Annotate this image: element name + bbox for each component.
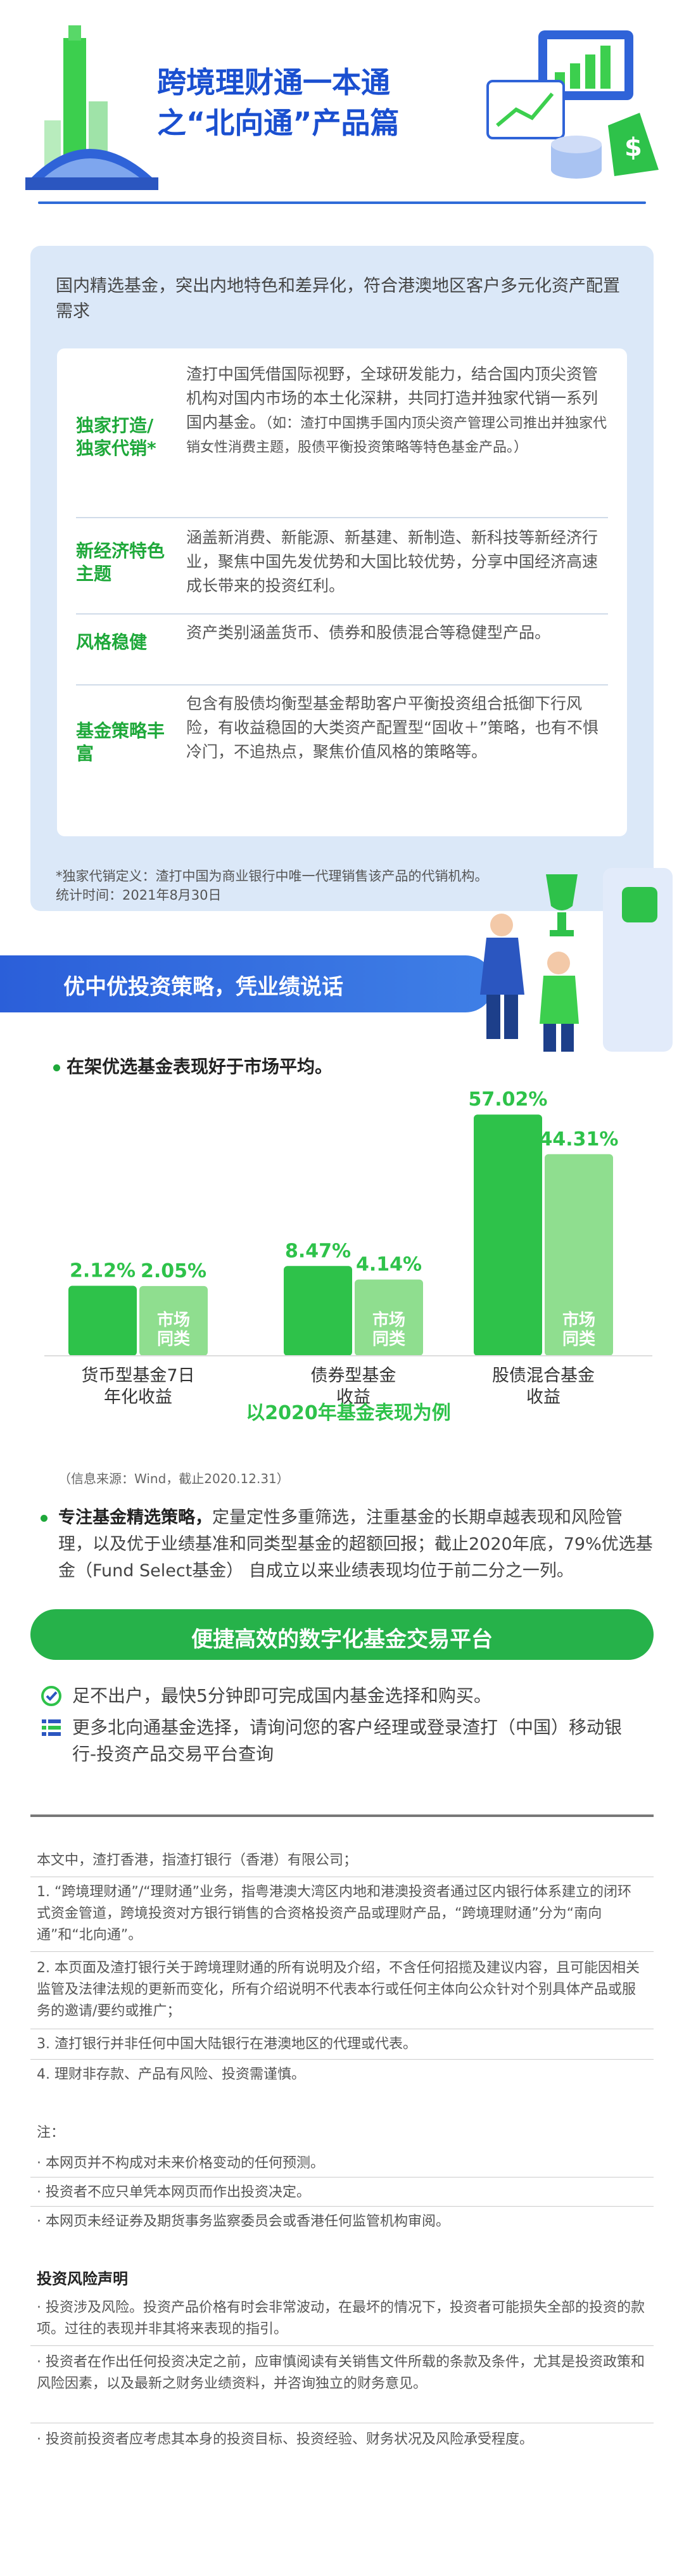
disclaimer-item: 3. 渣打银行并非任何中国大陆银行在港澳地区的代理或代表。 [37,2034,645,2055]
data-label: 2.05% [141,1260,206,1282]
intro-panel: 国内精选基金，突出内地特色和差异化，符合港澳地区客户多元化资产配置需求 独家打造… [30,246,654,911]
chart-subtitle: 以2020年基金表现为例 [246,1402,451,1424]
risk-title: 投资风险声明 [37,2268,645,2291]
strategy-banner-label: 优中优投资策略，凭业绩说话 [63,969,343,1000]
category-label: 货币型基金7日 [81,1366,194,1386]
note-item: · 投资者不应只单凭本网页而作出投资决定。 [37,2182,645,2203]
bar-series-label: 市场 [562,1310,595,1330]
bullet-dot [53,1064,60,1071]
card-text: 渣打中国凭借国际视野，全球研发能力，结合国内顶尖资管机构对国内市场的本土化深耕，… [186,362,611,459]
bar-series-label: 市场 [372,1310,405,1330]
bank-logo-icon [622,887,657,922]
intro-text: 国内精选基金，突出内地特色和差异化，符合港澳地区客户多元化资产配置需求 [56,274,626,324]
card-divider [76,517,608,518]
platform-banner: 便捷高效的数字化基金交易平台 [30,1609,654,1660]
card-tag: 独家打造/独家代销* [76,414,165,460]
card-divider [76,684,608,685]
person-icon [547,952,570,974]
chart-bullet-text: 在架优选基金表现好于市场平均。 [66,1056,332,1077]
disclaimer-item: 4. 理财非存款、产品有风险、投资需谨慎。 [37,2064,645,2086]
strategy-paragraph: 专注基金精选策略，定量定性多重筛选，注重基金的长期卓越表现和风险管理，以及优于业… [58,1505,654,1584]
chart-bullet: 在架优选基金表现好于市场平均。 [53,1053,332,1078]
feature-item: 更多北向通基金选择，请询问您的客户经理或登录渣打（中国）移动银行-投资产品交易平… [41,1714,642,1771]
category-label: 年化收益 [104,1387,172,1407]
risk-title-text: 投资风险声明 [37,2270,128,2288]
trophy-icon [546,874,578,910]
card-divider [76,613,608,615]
data-label: 2.12% [70,1260,136,1282]
data-label: 8.47% [285,1240,351,1262]
bar-fund [284,1266,352,1356]
footnote: *独家代销定义：渣打中国为商业银行中唯一代理销售该产品的代销机构。 [56,867,488,886]
trophy-team-illustration [426,849,679,1058]
check-circle-icon [41,1685,62,1707]
note-item: · 本网页并不构成对未来价格变动的任何预测。 [37,2153,645,2174]
source-note: （信息来源：Wind，截止2020.12.31） [58,1469,289,1487]
bar-series-label: 市场 [157,1310,190,1330]
card-tag: 风格稳健 [76,631,165,654]
bar-fund [68,1286,137,1356]
features-card: 独家打造/独家代销* 渣打中国凭借国际视野，全球研发能力，结合国内顶尖资管机构对… [57,348,627,836]
data-label: 4.14% [356,1254,422,1276]
bar-fund [474,1114,542,1356]
bar-series-label: 同类 [562,1330,595,1349]
card-text: 涵盖新消费、新能源、新基建、新制造、新科技等新经济行业，聚焦中国先发优势和大国比… [186,526,611,598]
category-label: 债券型基金 [311,1366,396,1386]
stat-time: 统计时间：2021年8月30日 [56,886,222,905]
list-icon [41,1717,62,1738]
page-subtitle: 之“北向通”产品篇 [157,100,399,142]
risk-item: · 投资者在作出任何投资决定之前，应审慎阅读有关销售文件所载的条款及条件，尤其是… [37,2352,645,2395]
hero-header: 跨境理财通一本通 之“北向通”产品篇 $ [0,0,684,241]
category-label: 股债混合基金 [492,1366,595,1386]
row-divider [30,2206,654,2207]
disclaimer-intro: 本文中，渣打香港，指渣打银行（香港）有限公司； [37,1850,645,1871]
section-divider [30,1814,654,1817]
note-item: · 本网页未经证券及期货事务监察委员会或香港任何监管机构审阅。 [37,2211,645,2233]
fund-performance-chart: 2.12% 2.05%市场同类货币型基金7日年化收益8.47%4.14%市场同类债… [38,1077,659,1432]
data-label: 57.02% [469,1088,548,1111]
bar-series-label: 同类 [372,1330,405,1349]
person-icon [490,914,513,936]
card-tag: 基金策略丰富 [76,720,165,765]
row-divider [30,1951,654,1952]
tablet-icon [488,81,564,138]
page-title: 跨境理财通一本通 [157,60,390,101]
svg-text:$: $ [624,133,642,162]
strategy-bold: 专注基金精选策略， [58,1508,212,1527]
row-divider [30,2345,654,2346]
card-tag: 新经济特色主题 [76,540,165,585]
row-divider [30,2059,654,2060]
feature-text: 足不出户，最快5分钟即可完成国内基金选择和购买。 [72,1683,636,1709]
data-label: 44.31% [540,1128,619,1151]
card-text: 资产类别涵盖货币、债券和股债混合等稳健型产品。 [186,621,611,645]
risk-item: · 投资前投资者应考虑其本身的投资目标、投资经验、财务状况及风险承受程度。 [37,2429,645,2451]
risk-item: · 投资涉及风险。投资产品价格有时会非常波动，在最坏的情况下，投资者可能损失全部… [37,2297,645,2340]
city-skyline-illustration [25,25,158,203]
notes-title: 注： [37,2122,645,2144]
feature-text: 更多北向通基金选择，请询问您的客户经理或登录渣打（中国）移动银行-投资产品交易平… [72,1714,636,1768]
header-divider [38,201,646,204]
disclaimer-item: 2. 本页面及渣打银行关于跨境理财通的所有说明及介绍，不含任何招揽及建议内容，且… [37,1958,645,2022]
category-label: 收益 [526,1387,560,1407]
strategy-banner: 优中优投资策略，凭业绩说话 [0,955,494,1012]
bullet-dot [41,1515,48,1522]
disclaimer-item: 1. “跨境理财通”/“理财通”业务，指粤港澳大湾区内地和港澳投资者通过区内银行… [37,1882,645,1946]
card-text: 包含有股债均衡型基金帮助客户平衡投资组合抵御下行风险，有收益稳固的大类资产配置型… [186,692,611,764]
bar-series-label: 同类 [157,1330,190,1349]
finance-illustration: $ [481,18,671,208]
platform-banner-label: 便捷高效的数字化基金交易平台 [30,1622,654,1653]
